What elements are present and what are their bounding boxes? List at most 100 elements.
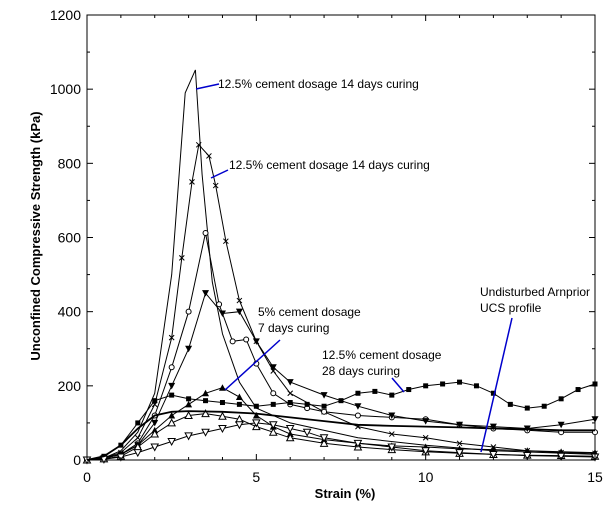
triangle-down-open-marker (167, 437, 177, 447)
triangle-down-open-marker (455, 449, 464, 458)
square-marker (304, 401, 310, 407)
series-line (86, 232, 595, 461)
circle-marker (354, 412, 361, 419)
y-tick-label: 400 (58, 304, 82, 320)
y-tick-label: 1000 (50, 81, 81, 97)
triangle-down-open-marker (353, 439, 363, 448)
square-marker (524, 405, 530, 411)
annotation-arrow-1 (195, 83, 220, 90)
y-tick-label: 200 (58, 378, 82, 394)
triangle-down-marker (354, 403, 362, 410)
triangle-up-marker (235, 393, 243, 400)
x-marker-stroke (388, 431, 395, 437)
annotation-label-1: 12.5% cement dosage 14 days curing (218, 77, 419, 91)
annotation-layer: 12.5% cement dosage 14 days curing 12.5%… (195, 77, 590, 453)
x-marker-stroke (134, 434, 141, 441)
triangle-down-marker (168, 382, 176, 390)
annotation-label-8: UCS profile (480, 301, 542, 315)
y-tick-label: 800 (58, 155, 82, 171)
x-tick-label: 15 (587, 469, 603, 485)
triangle-down-marker (557, 421, 565, 429)
annotation-arrow-4 (391, 377, 405, 393)
triangle-down-marker (456, 421, 464, 429)
square-marker (558, 396, 564, 402)
x-marker-stroke (178, 255, 185, 261)
series-5 (84, 379, 598, 463)
annotation-label-3: 5% cement dosage (258, 305, 361, 319)
square-marker (253, 403, 259, 409)
x-marker-stroke (236, 297, 243, 304)
triangle-down-marker (185, 345, 193, 353)
square-marker (575, 387, 581, 393)
triangle-up-marker (252, 412, 260, 419)
triangle-up-marker (185, 400, 193, 408)
square-marker (203, 398, 209, 404)
x-marker-stroke (456, 440, 463, 447)
annotation-label-5: 12.5% cement dosage (322, 348, 442, 362)
series-line (86, 413, 596, 461)
annotation-label-7: Undisturbed Arnprior (480, 285, 590, 299)
triangle-down-marker (489, 423, 497, 431)
x-marker-stroke (422, 434, 429, 441)
triangle-down-marker (252, 338, 260, 345)
ticks-layer: 0 5 10 15 0 200 400 600 800 1000 1200 (50, 7, 603, 485)
triangle-down-marker (388, 412, 396, 419)
y-tick-label: 1200 (50, 7, 81, 23)
x-marker-stroke (195, 141, 202, 148)
series-line (86, 69, 596, 461)
triangle-down-open-marker (285, 424, 295, 434)
series-line (86, 381, 596, 461)
square-marker (440, 381, 446, 387)
circle-marker (202, 230, 209, 237)
square-marker (321, 403, 327, 409)
triangle-down-open-marker (235, 421, 244, 430)
circle-marker (216, 301, 223, 308)
series-line (86, 410, 595, 461)
square-marker (372, 388, 378, 394)
square-marker (389, 392, 395, 398)
triangle-down-marker (202, 290, 210, 297)
triangle-down-marker (591, 416, 599, 423)
triangle-down-marker (218, 310, 226, 318)
square-marker (490, 390, 496, 396)
square-marker (169, 392, 175, 398)
circle-marker (243, 336, 250, 343)
triangle-down-marker (269, 364, 277, 371)
circle-marker (270, 390, 277, 397)
x-marker-stroke (222, 238, 229, 245)
circle-marker (321, 408, 328, 415)
annotation-label-2: 12.5% cement dosage 14 days curing (229, 158, 430, 172)
square-marker (592, 381, 598, 387)
circle-marker (229, 338, 236, 345)
triangle-down-open-marker (201, 428, 210, 437)
triangle-up-marker (202, 389, 210, 397)
triangle-up-open-marker (319, 438, 329, 447)
triangle-up-open-marker (201, 409, 210, 418)
square-marker (457, 379, 463, 385)
triangle-down-open-marker (184, 432, 193, 441)
triangle-down-open-marker (150, 443, 160, 452)
triangle-down-open-marker (218, 424, 227, 434)
x-tick-label: 0 (83, 469, 91, 485)
x-marker-stroke (206, 153, 212, 159)
square-marker (135, 420, 141, 426)
circle-marker (168, 364, 175, 371)
square-marker (355, 390, 361, 396)
y-tick-label: 600 (58, 230, 82, 246)
triangle-down-marker (151, 419, 159, 427)
annotation-arrow-2 (210, 169, 229, 179)
series-9 (86, 410, 595, 461)
series-line (86, 387, 596, 461)
square-marker (152, 398, 158, 404)
x-marker-stroke (212, 182, 219, 189)
square-marker (186, 396, 192, 402)
square-marker (406, 387, 412, 393)
triangle-up-open-marker (268, 427, 278, 436)
triangle-down-open-marker (421, 447, 431, 456)
x-tick-label: 5 (252, 469, 260, 485)
series-layer (82, 69, 600, 465)
triangle-up-open-marker (218, 411, 227, 420)
annotation-label-6: 28 days curing (322, 364, 400, 378)
annotation-arrow-5 (480, 317, 513, 453)
